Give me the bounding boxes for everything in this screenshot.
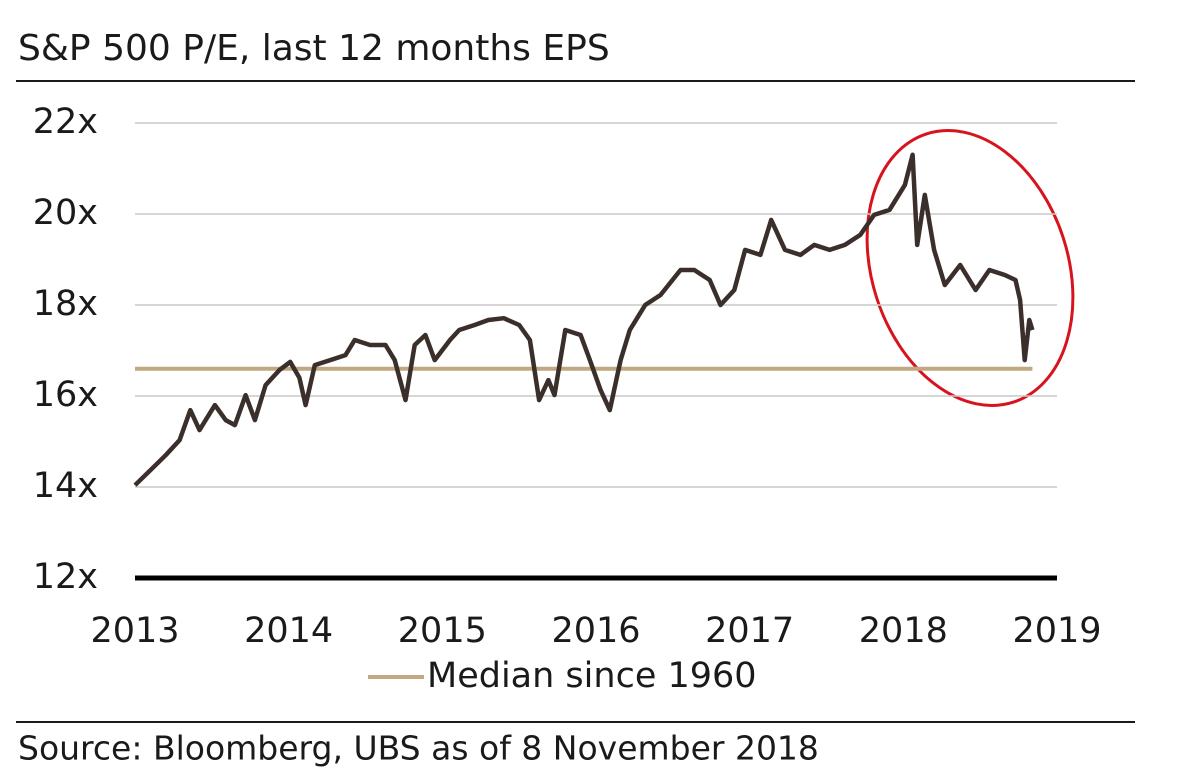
y-tick-label: 12x [33,557,98,597]
x-tick-label: 2014 [244,611,333,651]
x-tick-label: 2013 [90,611,179,651]
x-tick-label: 2015 [398,611,487,651]
y-tick-label: 14x [33,466,98,506]
y-tick-label: 16x [33,375,98,415]
x-tick-label: 2019 [1012,611,1101,651]
highlight-ellipse [865,129,1075,407]
chart-title: S&P 500 P/E, last 12 months EPS [18,28,610,69]
legend-label: Median since 1960 [427,656,757,696]
x-tick-label: 2018 [859,611,948,651]
y-tick-label: 18x [33,284,98,324]
x-tick-label: 2016 [551,611,640,651]
y-tick-label: 22x [33,102,98,142]
pe-line [133,152,1035,487]
source-note: Source: Bloomberg, UBS as of 8 November … [18,729,819,768]
x-tick-label: 2017 [705,611,794,651]
y-tick-label: 20x [33,193,98,233]
